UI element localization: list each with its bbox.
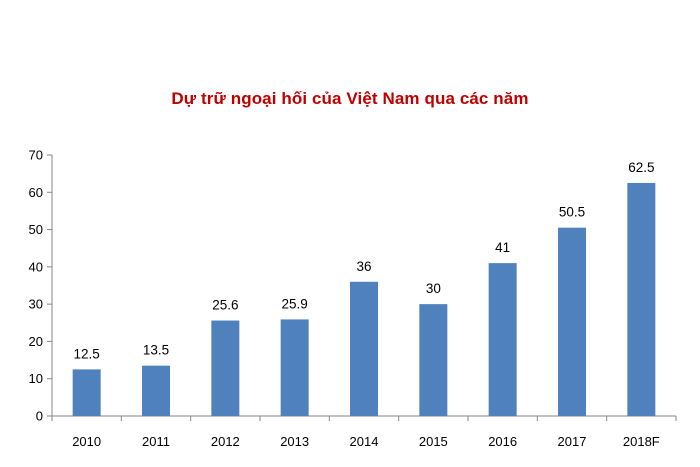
x-tick-label: 2014 xyxy=(350,434,379,449)
y-tick-label: 40 xyxy=(29,259,43,274)
chart-title: Dự trữ ngoại hối của Việt Nam qua các nă… xyxy=(171,89,529,108)
data-label: 50.5 xyxy=(559,205,585,220)
data-label: 30 xyxy=(426,281,441,296)
data-labels: 12.5 13.5 25.6 25.9 36 30 41 50.5 62.5 xyxy=(74,160,655,361)
y-axis: 0 10 20 30 40 50 60 70 xyxy=(29,148,53,424)
y-tick-label: 30 xyxy=(29,297,43,312)
x-tick-label: 2010 xyxy=(72,434,101,449)
bar-2011 xyxy=(142,365,170,416)
x-tick-label: 2016 xyxy=(488,434,517,449)
data-label: 13.5 xyxy=(143,343,169,358)
data-label: 36 xyxy=(356,259,371,274)
bar-2013 xyxy=(280,319,309,416)
bars xyxy=(72,182,656,416)
x-axis: 2010 2011 2012 2013 2014 2015 2016 2017 2018F xyxy=(51,415,677,449)
data-label: 12.5 xyxy=(74,346,100,361)
x-tick-label: 2018F xyxy=(623,434,660,449)
x-tick-label: 2013 xyxy=(280,434,309,449)
data-label: 25.9 xyxy=(282,296,308,311)
bar-2014 xyxy=(350,281,378,416)
y-tick-label: 20 xyxy=(29,334,43,349)
bar-2017 xyxy=(558,227,586,416)
bar-2010 xyxy=(72,369,101,416)
bar-2016 xyxy=(488,263,517,416)
y-tick-label: 0 xyxy=(36,409,43,424)
data-label: 41 xyxy=(495,240,510,255)
bar-2018F xyxy=(627,182,656,416)
x-tick-label: 2011 xyxy=(142,434,170,449)
x-tick-label: 2017 xyxy=(558,434,587,449)
x-tick-label: 2012 xyxy=(211,434,240,449)
y-tick-label: 10 xyxy=(29,371,43,386)
bar-2015 xyxy=(419,304,448,416)
data-label: 25.6 xyxy=(212,298,238,313)
bar-2012 xyxy=(211,320,240,416)
data-label: 62.5 xyxy=(628,160,654,175)
y-tick-label: 70 xyxy=(29,148,43,163)
y-tick-label: 50 xyxy=(29,222,43,237)
y-tick-label: 60 xyxy=(29,185,43,200)
x-tick-label: 2015 xyxy=(419,434,448,449)
